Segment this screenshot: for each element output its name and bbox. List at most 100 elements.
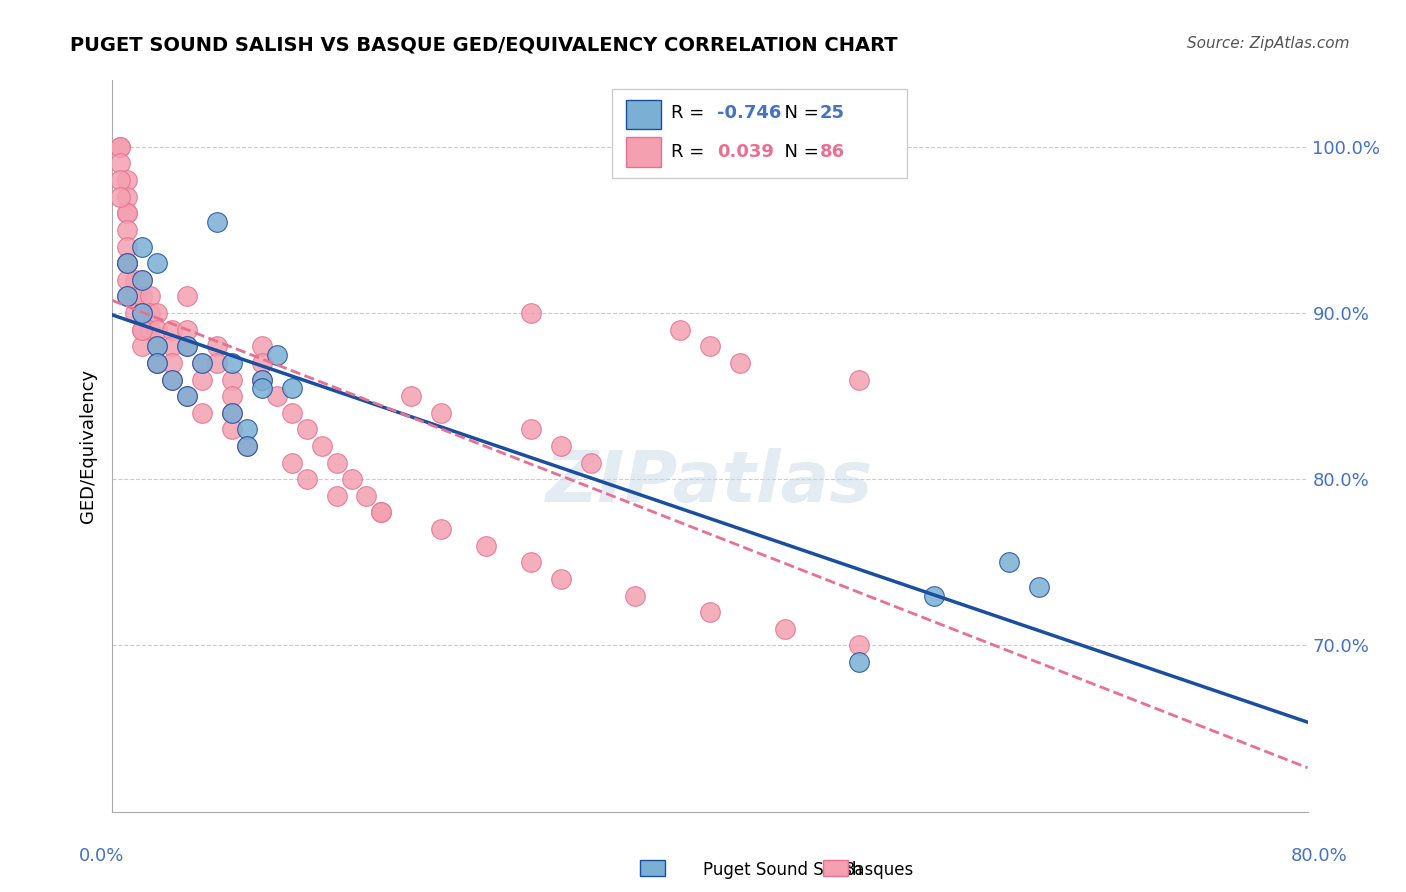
Point <box>250 372 273 386</box>
Point <box>117 273 139 287</box>
Text: 80.0%: 80.0% <box>1291 847 1347 865</box>
Point <box>773 622 796 636</box>
Text: 0.0%: 0.0% <box>79 847 124 865</box>
Point <box>162 339 183 353</box>
Point <box>131 323 153 337</box>
Point <box>520 422 543 436</box>
Point <box>191 372 214 386</box>
Point <box>848 372 870 386</box>
Point <box>281 406 304 420</box>
Point <box>131 306 153 320</box>
Point <box>117 223 139 237</box>
Text: R =: R = <box>671 143 710 161</box>
Point <box>162 323 183 337</box>
Point <box>117 173 139 187</box>
Point <box>401 389 423 403</box>
Point <box>117 189 139 203</box>
Point <box>205 356 228 370</box>
Point <box>250 339 273 353</box>
Point <box>699 605 721 619</box>
Point <box>117 206 139 220</box>
Point <box>624 589 647 603</box>
Point <box>221 356 243 370</box>
Point <box>205 214 228 228</box>
Point <box>221 406 243 420</box>
Point <box>250 381 273 395</box>
Point <box>848 655 870 669</box>
Point <box>205 339 228 353</box>
Point <box>236 422 259 436</box>
Point <box>221 422 243 436</box>
Point <box>131 306 153 320</box>
Text: N =: N = <box>773 104 825 122</box>
Point <box>699 339 721 353</box>
Point <box>146 339 169 353</box>
Point <box>139 306 162 320</box>
Point <box>108 189 131 203</box>
Point <box>139 323 162 337</box>
Text: PUGET SOUND SALISH VS BASQUE GED/EQUIVALENCY CORRELATION CHART: PUGET SOUND SALISH VS BASQUE GED/EQUIVAL… <box>70 36 898 54</box>
Y-axis label: GED/Equivalency: GED/Equivalency <box>79 369 97 523</box>
Point <box>520 555 543 569</box>
Point <box>146 356 169 370</box>
Point <box>430 522 453 536</box>
Text: N =: N = <box>773 143 825 161</box>
Text: Puget Sound Salish: Puget Sound Salish <box>703 861 862 879</box>
Point <box>162 372 183 386</box>
Point <box>176 389 198 403</box>
Text: Basques: Basques <box>844 861 914 879</box>
Point <box>266 348 288 362</box>
Point <box>550 439 572 453</box>
Point <box>139 289 162 303</box>
Point <box>1028 580 1050 594</box>
Point <box>250 356 273 370</box>
Point <box>124 306 146 320</box>
Point <box>131 323 153 337</box>
Point <box>370 506 392 520</box>
Point <box>520 306 543 320</box>
Point <box>236 439 259 453</box>
Point <box>117 256 139 270</box>
Point <box>146 256 169 270</box>
Point <box>117 239 139 253</box>
Point <box>176 339 198 353</box>
Point <box>108 140 131 154</box>
Point <box>162 356 183 370</box>
Point <box>266 389 288 403</box>
Point <box>430 406 453 420</box>
Point <box>281 381 304 395</box>
Point <box>221 389 243 403</box>
Point <box>325 489 347 503</box>
Point <box>131 339 153 353</box>
Text: -0.746: -0.746 <box>717 104 782 122</box>
Point <box>191 356 214 370</box>
Point <box>848 639 870 653</box>
Point <box>281 456 304 470</box>
Text: 25: 25 <box>820 104 845 122</box>
Point <box>146 356 169 370</box>
Point <box>146 323 169 337</box>
Point <box>311 439 333 453</box>
Point <box>176 339 198 353</box>
Point <box>728 356 751 370</box>
Text: 86: 86 <box>820 143 845 161</box>
Point <box>550 572 572 586</box>
Point <box>146 306 169 320</box>
Point <box>250 372 273 386</box>
Point <box>370 506 392 520</box>
Point <box>191 356 214 370</box>
Point <box>108 140 131 154</box>
Point <box>998 555 1021 569</box>
Point <box>295 472 318 486</box>
Point <box>124 273 146 287</box>
Point <box>475 539 498 553</box>
Text: R =: R = <box>671 104 710 122</box>
Point <box>176 323 198 337</box>
Point <box>176 289 198 303</box>
Point <box>221 372 243 386</box>
Point <box>176 389 198 403</box>
Point <box>117 256 139 270</box>
Point <box>325 456 347 470</box>
Point <box>131 306 153 320</box>
Point <box>117 206 139 220</box>
